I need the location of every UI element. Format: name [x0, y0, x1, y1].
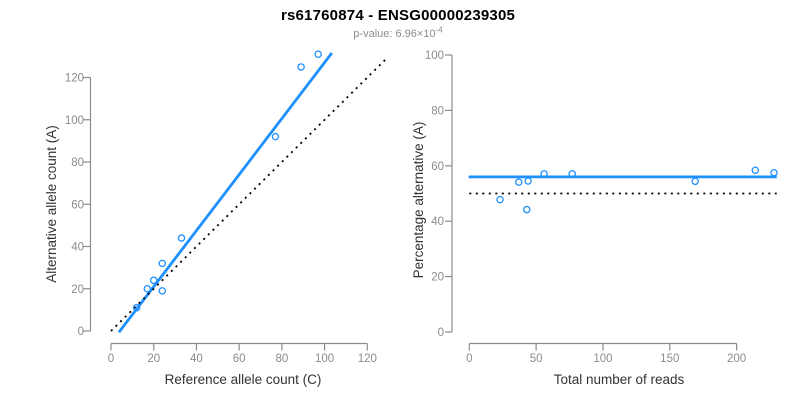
data-point [568, 170, 576, 178]
plot-title: rs61760874 - ENSG00000239305 [280, 7, 516, 24]
y-tick-label: 20 [71, 284, 84, 296]
data-point [540, 170, 548, 178]
y-tick-label: 20 [431, 272, 444, 284]
y-tick-label: 40 [431, 216, 444, 228]
data-point [496, 195, 504, 204]
x-tick-label: 120 [358, 353, 377, 365]
y-tick-label: 60 [431, 161, 444, 173]
data-point [143, 284, 152, 293]
data-point [149, 276, 158, 285]
x-axis-title: Reference allele count (C) [165, 372, 322, 387]
y-tick-label: 0 [78, 326, 84, 338]
x-tick-label: 60 [233, 353, 246, 365]
data-point [524, 177, 532, 185]
data-point [314, 50, 322, 59]
data-point [132, 304, 141, 312]
plot-subtitle: p-value: 6.96×10-4 [0, 25, 796, 40]
data-point [297, 63, 305, 71]
regression-line [117, 52, 333, 334]
data-point [751, 166, 760, 174]
data-point [271, 132, 280, 141]
x-tick-label: 200 [727, 353, 746, 365]
y-tick-label: 120 [65, 73, 84, 85]
data-point [691, 177, 699, 186]
y-axis-title: Percentage alternative (A) [411, 122, 426, 279]
data-point [177, 234, 186, 242]
x-axis-title: Total number of reads [554, 372, 685, 387]
y-axis-title: Alternative allele count (A) [44, 125, 59, 283]
y-tick-label: 60 [71, 199, 84, 211]
x-tick-label: 20 [147, 353, 160, 365]
data-point [523, 205, 531, 214]
x-tick-label: 100 [315, 353, 334, 365]
y-tick-label: 40 [71, 242, 84, 254]
data-point [158, 259, 167, 268]
x-tick-label: 0 [108, 353, 114, 365]
y-tick-label: 100 [65, 115, 84, 127]
x-tick-label: 150 [660, 353, 679, 365]
y-tick-label: 100 [425, 50, 444, 62]
x-tick-label: 40 [190, 353, 203, 365]
y-tick-label: 80 [431, 105, 444, 117]
y-tick-label: 80 [71, 157, 84, 169]
x-tick-label: 80 [275, 353, 288, 365]
allele-count-scatter: 0 20 40 60 80 100 120 0 20 40 60 80 100 120 Reference … [44, 50, 389, 387]
x-tick-label: 50 [530, 353, 543, 365]
y-tick-label: 0 [438, 327, 444, 339]
data-point [158, 287, 167, 295]
data-point [515, 178, 523, 186]
x-tick-label: 100 [593, 353, 612, 365]
data-point [770, 168, 778, 177]
x-tick-label: 0 [466, 353, 472, 365]
percentage-scatter: 0 20 40 60 80 100 0 50 100 150 200 Total number of … [411, 50, 778, 387]
p-value-text: p-value: 6.96×10 [353, 28, 436, 40]
p-value-exponent: -4 [435, 25, 443, 35]
identity-line [110, 56, 389, 332]
